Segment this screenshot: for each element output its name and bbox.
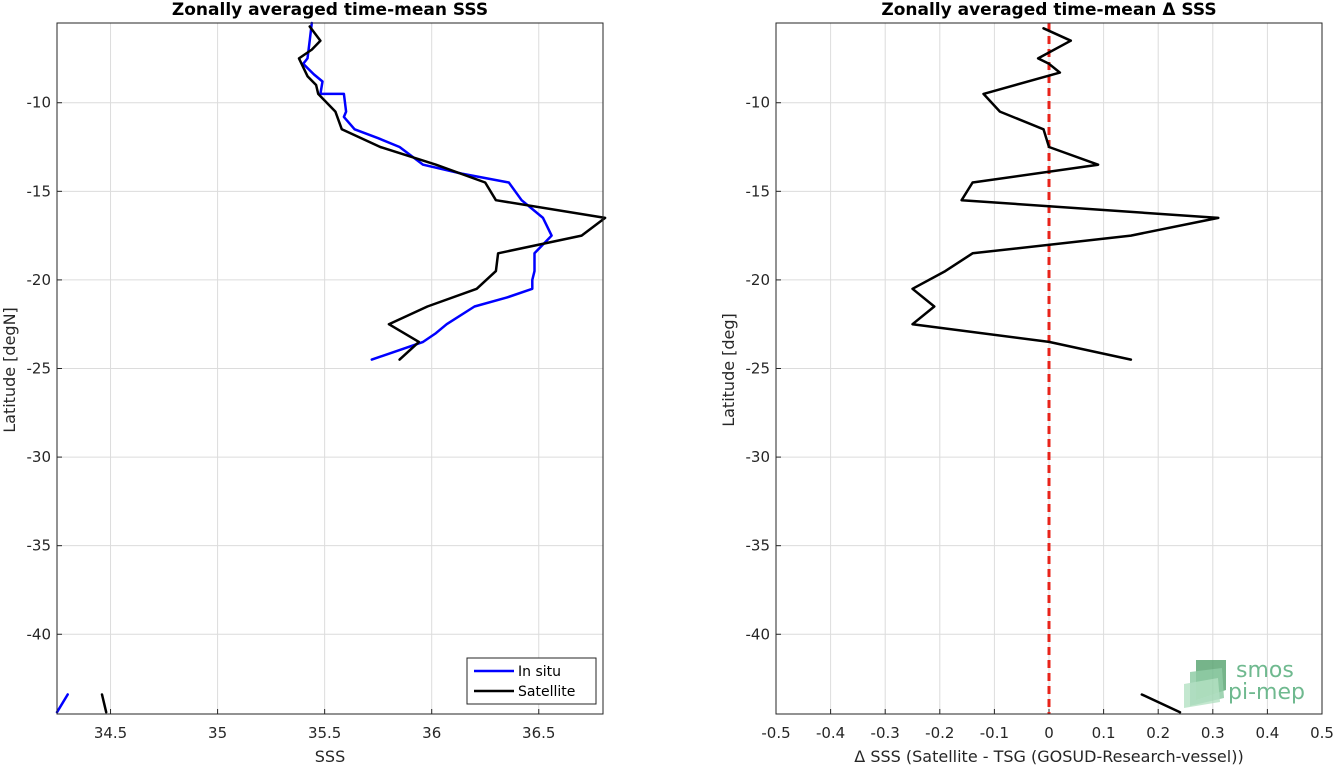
y-tick-label: -35	[746, 537, 771, 555]
right-panel: -0.5 -0.4 -0.3 -0.2 -0.1 0 0.1 0.2 0.3 0.4 0.5 -10 -…	[719, 0, 1333, 765]
legend: In situ Satellite	[466, 657, 597, 705]
series-line-delta-sss	[1140, 693, 1182, 714]
x-tick-label: -0.3	[871, 724, 900, 742]
x-tick-label: 0.5	[1310, 724, 1333, 742]
y-tick-label: -20	[27, 271, 52, 289]
x-tick-label: -0.2	[925, 724, 954, 742]
y-tick-label: -40	[746, 625, 771, 643]
right-series	[911, 27, 1220, 714]
y-tick-label: -15	[27, 182, 52, 200]
legend-label-in-situ: In situ	[518, 664, 561, 680]
left-grid	[57, 23, 603, 714]
x-tick-label: 35	[208, 724, 227, 742]
series-line-in-situ	[55, 693, 69, 714]
smos-pi-mep-logo: smos pi-mep	[1184, 658, 1305, 708]
legend-box	[466, 657, 597, 705]
y-tick-label: -15	[746, 182, 771, 200]
right-title: Zonally averaged time-mean Δ SSS	[881, 0, 1216, 20]
y-tick-label: -25	[27, 360, 52, 378]
series-line-delta-sss	[911, 27, 1220, 361]
y-tick-label: -30	[27, 448, 52, 466]
series-line-satellite	[297, 25, 607, 361]
y-tick-label: -25	[746, 360, 771, 378]
x-tick-label: 0.2	[1146, 724, 1170, 742]
y-tick-label: -30	[746, 448, 771, 466]
x-tick-label: -0.5	[761, 724, 790, 742]
right-y-axis-label: Latitude [deg]	[719, 313, 738, 427]
x-tick-label: 0.4	[1255, 724, 1279, 742]
left-ticks: 34.5 35 35.5 36 36.5 -10 -15 -20 -25 -30 -35 -40	[27, 94, 556, 742]
right-axes-box	[775, 22, 1323, 715]
x-tick-label: 0.1	[1092, 724, 1116, 742]
series-line-in-situ	[301, 21, 553, 361]
x-tick-label: 36.5	[522, 724, 555, 742]
left-axes-box	[56, 22, 604, 715]
left-x-axis-label: SSS	[315, 747, 345, 765]
logo-waves-icon	[1184, 660, 1226, 708]
y-tick-label: -35	[27, 537, 52, 555]
left-panel: 34.5 35 35.5 36 36.5 -10 -15 -20 -25 -30 -35 -40 Zo…	[0, 0, 607, 765]
left-series	[55, 21, 607, 714]
x-tick-label: 36	[422, 724, 441, 742]
x-tick-label: -0.4	[816, 724, 845, 742]
x-tick-label: 0.3	[1201, 724, 1225, 742]
y-tick-label: -40	[27, 625, 52, 643]
x-tick-label: 34.5	[94, 724, 127, 742]
right-ticks: -0.5 -0.4 -0.3 -0.2 -0.1 0 0.1 0.2 0.3 0.4 0.5 -10 -…	[746, 94, 1333, 742]
logo-text-line1: smos	[1236, 658, 1294, 683]
legend-label-satellite: Satellite	[518, 684, 575, 700]
left-y-axis-label: Latitude [degN]	[0, 307, 19, 433]
y-tick-label: -10	[27, 94, 52, 112]
y-tick-label: -20	[746, 271, 771, 289]
y-tick-label: -10	[746, 94, 771, 112]
logo-text-line2: pi-mep	[1228, 680, 1305, 705]
series-line-satellite	[100, 693, 108, 714]
x-tick-label: -0.1	[980, 724, 1009, 742]
right-x-axis-label: Δ SSS (Satellite - TSG (GOSUD-Research-v…	[854, 747, 1243, 765]
x-tick-label: 0	[1044, 724, 1054, 742]
left-title: Zonally averaged time-mean SSS	[172, 0, 488, 20]
x-tick-label: 35.5	[308, 724, 341, 742]
